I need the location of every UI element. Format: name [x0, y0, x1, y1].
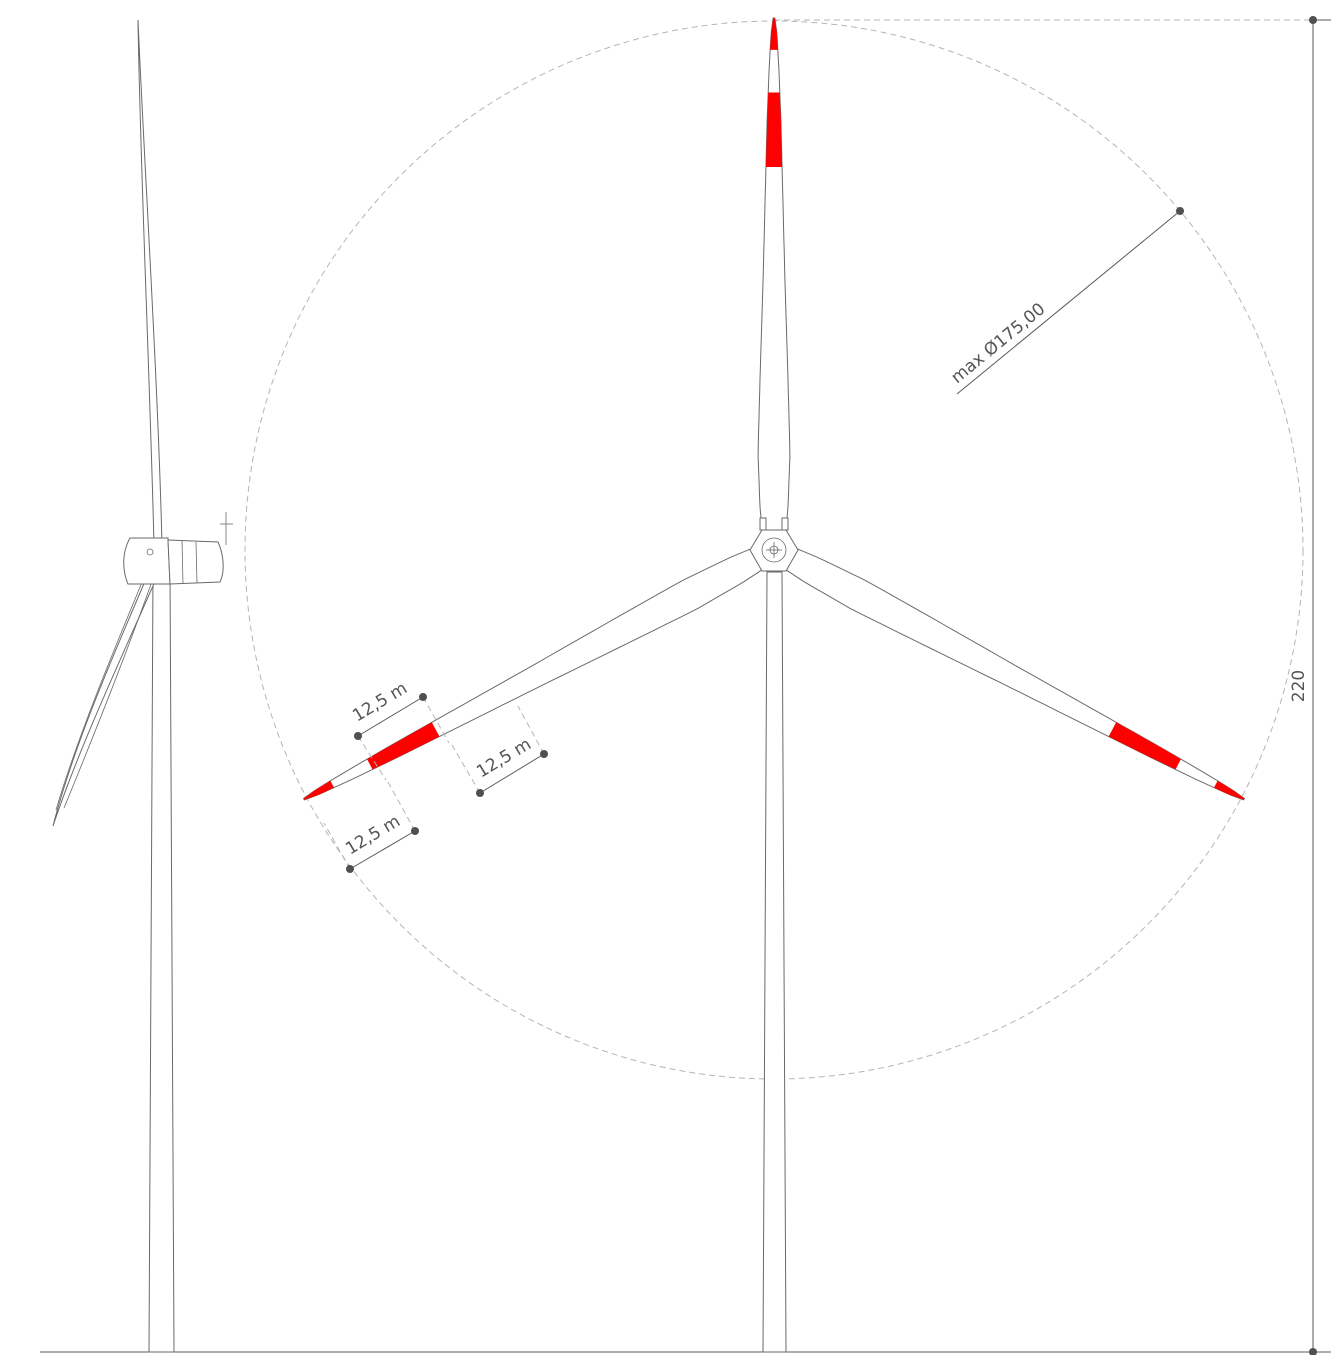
- side-nacelle-seam: [181, 540, 184, 585]
- rotor-diameter-label: max Ø175,00: [947, 299, 1049, 388]
- side-blade-down-1: [52, 564, 161, 827]
- side-hub-detail: [146, 548, 154, 556]
- front-tower: [762, 571, 787, 1353]
- front-hub: [749, 517, 799, 572]
- height-label: 220: [1289, 670, 1309, 702]
- height-bottom-dot: [1309, 1348, 1317, 1355]
- blade-right-red-band-1: [1108, 722, 1181, 770]
- side-hub: [123, 537, 171, 585]
- band-dimension-2: 12,5 m: [323, 781, 419, 873]
- height-dimension: 220: [1289, 16, 1331, 1355]
- side-blade-down-2: [55, 567, 149, 811]
- rotor-blades: [302, 17, 1246, 801]
- height-top-dot: [1309, 16, 1317, 24]
- side-blade-down-3: [63, 569, 157, 809]
- blade-right-red-band-2: [1214, 780, 1245, 800]
- rotor-diameter-dot: [1176, 207, 1184, 215]
- side-tower: [148, 571, 175, 1353]
- blade-up-red-band-2: [770, 18, 778, 50]
- blade-left-red-band-1: [367, 722, 440, 770]
- band-label-2: 12,5 m: [342, 811, 404, 859]
- side-nacelle: [167, 539, 224, 585]
- band-label-1: 12,5 m: [349, 678, 411, 726]
- rotor-diameter-leader: [956, 210, 1181, 395]
- blade-left-red-band-2: [303, 780, 334, 800]
- side-blade-up: [137, 19, 163, 546]
- band-label-3: 12,5 m: [473, 734, 535, 782]
- blade-up-red-band-1: [765, 92, 783, 167]
- side-nacelle-seam-2: [195, 541, 198, 584]
- side-view-turbine: [52, 19, 233, 1353]
- front-view-turbine: max Ø175,00: [244, 17, 1313, 1353]
